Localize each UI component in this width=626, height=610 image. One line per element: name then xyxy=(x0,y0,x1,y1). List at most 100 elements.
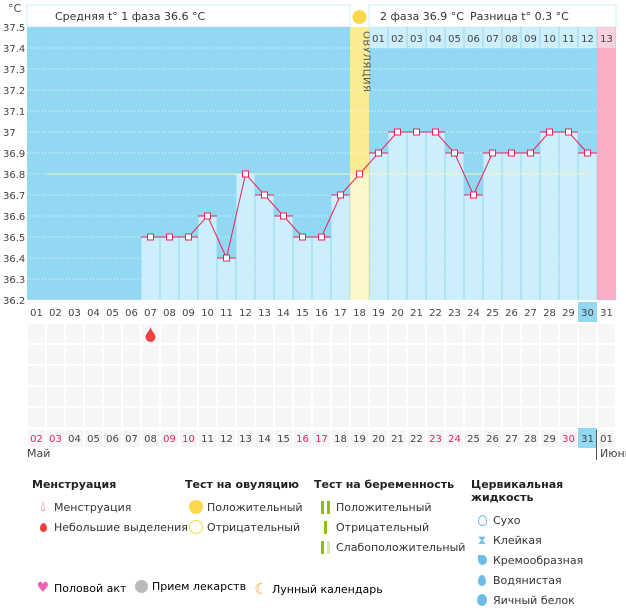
symptom-cell xyxy=(579,408,596,427)
moon-icon: ☾ xyxy=(254,580,268,598)
symptom-cell xyxy=(66,408,83,427)
date-label: 24 xyxy=(448,434,461,445)
cycle-day-label: 02 xyxy=(49,308,62,319)
symptom-cell xyxy=(142,387,159,406)
symptom-cell xyxy=(465,345,482,364)
ovulation-label: ОВУЛЯЦИЯ xyxy=(361,31,372,93)
cycle-day-label: 11 xyxy=(220,308,233,319)
date-cell xyxy=(218,430,235,447)
date-cell xyxy=(313,430,330,447)
small-drop-icon xyxy=(32,522,54,532)
symptom-cell xyxy=(180,366,197,385)
legend-title: Менструация xyxy=(32,478,117,491)
date-label: 27 xyxy=(505,434,518,445)
empty-circle-icon xyxy=(185,520,207,534)
symptom-cell xyxy=(294,345,311,364)
phase2-day-cell xyxy=(445,27,464,48)
symptom-cell xyxy=(123,387,140,406)
phase2-day-label: 12 xyxy=(581,34,594,45)
symptom-cell xyxy=(28,345,45,364)
cycle-day-label: 26 xyxy=(505,308,518,319)
data-point xyxy=(280,212,287,220)
symptom-cell xyxy=(484,387,501,406)
heart-icon: ♥ xyxy=(36,580,50,596)
symptom-cell xyxy=(446,387,463,406)
symptom-cell xyxy=(408,387,425,406)
temperature-bar xyxy=(255,195,274,300)
date-label: 09 xyxy=(163,434,176,445)
symptom-cell xyxy=(142,366,159,385)
phase2-average: 2 фаза 36.9 °С xyxy=(380,10,464,23)
cycle-day-label: 23 xyxy=(448,308,461,319)
symptom-cell xyxy=(579,366,596,385)
data-point xyxy=(413,128,420,136)
symptom-cell xyxy=(579,387,596,406)
cycle-day-label: 07 xyxy=(144,308,157,319)
symptom-cell xyxy=(218,345,235,364)
phase2-day-label: 07 xyxy=(486,34,499,45)
date-cell xyxy=(123,430,140,447)
symptom-cell xyxy=(256,324,273,343)
symptom-cell xyxy=(161,345,178,364)
symptom-cell xyxy=(351,324,368,343)
date-cell xyxy=(47,430,64,447)
temperature-bar xyxy=(483,153,502,300)
date-cell xyxy=(180,430,197,447)
symptom-cell xyxy=(408,345,425,364)
symptom-cell xyxy=(199,387,216,406)
symptom-cell xyxy=(28,366,45,385)
symptom-cell xyxy=(427,387,444,406)
symptom-cell xyxy=(142,345,159,364)
symptom-cell xyxy=(161,387,178,406)
symptom-cell xyxy=(484,345,501,364)
symptom-cell xyxy=(237,324,254,343)
phase2-day-cell xyxy=(578,27,597,48)
symptom-cell xyxy=(104,387,121,406)
date-label: 19 xyxy=(353,434,366,445)
symptom-cell xyxy=(408,408,425,427)
legend-item: Прием лекарств xyxy=(152,580,247,593)
data-point xyxy=(166,233,173,241)
dry-icon xyxy=(471,514,493,526)
symptom-cell xyxy=(161,324,178,343)
symptom-cell xyxy=(541,366,558,385)
legend-title: Тест на беременность xyxy=(314,478,455,491)
date-label: 06 xyxy=(106,434,119,445)
y-tick-label: 37.3 xyxy=(3,65,25,76)
data-point xyxy=(508,149,515,157)
symptom-cell xyxy=(579,324,596,343)
date-cell xyxy=(560,430,577,447)
symptom-cell xyxy=(389,366,406,385)
symptom-cell xyxy=(522,324,539,343)
symptom-cell xyxy=(351,408,368,427)
symptom-cell xyxy=(180,387,197,406)
symptom-cell xyxy=(85,387,102,406)
cycle-day-label: 28 xyxy=(543,308,556,319)
y-tick-label: 36.9 xyxy=(3,149,25,160)
symptom-cell xyxy=(560,345,577,364)
date-cell xyxy=(522,430,539,447)
legend-medication: Прием лекарств xyxy=(130,580,246,593)
symptom-cell xyxy=(313,366,330,385)
symptom-cell xyxy=(66,345,83,364)
symptom-cell xyxy=(275,366,292,385)
symptom-cell xyxy=(408,366,425,385)
symptom-cell xyxy=(503,345,520,364)
data-point xyxy=(451,149,458,157)
y-tick-label: 37.1 xyxy=(3,107,25,118)
phase2-day-label: 11 xyxy=(562,34,575,45)
date-label: 11 xyxy=(201,434,214,445)
pill-icon xyxy=(130,580,152,593)
temperature-bar xyxy=(578,153,597,300)
date-label: 23 xyxy=(429,434,442,445)
cycle-day-label: 16 xyxy=(315,308,328,319)
symptom-cell xyxy=(427,324,444,343)
symptom-cell xyxy=(180,408,197,427)
legend-pregnancy-test: Тест на беременность Положительный Отриц… xyxy=(314,478,465,557)
y-unit: °C xyxy=(8,2,22,15)
phase2-day-label: 06 xyxy=(467,34,480,45)
symptom-cell xyxy=(579,345,596,364)
symptom-cell xyxy=(522,387,539,406)
date-cell xyxy=(351,430,368,447)
legend-item: Отрицательный xyxy=(207,520,301,534)
